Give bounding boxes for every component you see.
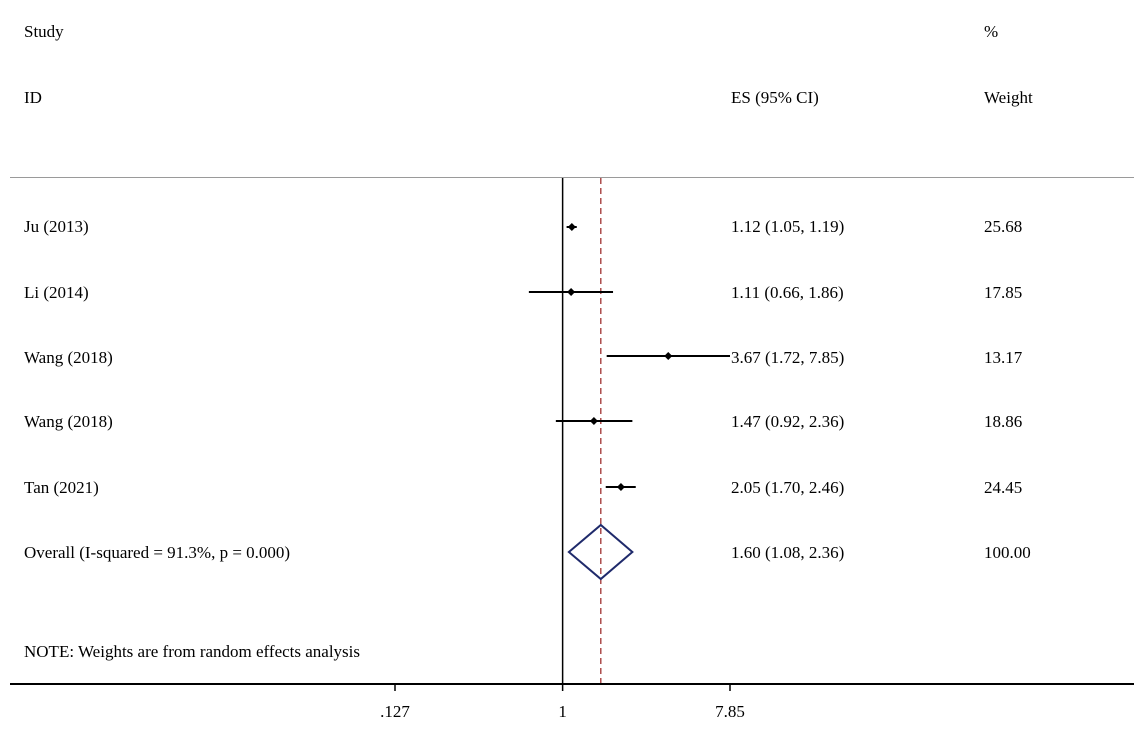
overall-weight: 100.00 <box>984 543 1031 562</box>
study-weight-4: 24.45 <box>984 478 1023 497</box>
header-weight: Weight <box>984 88 1033 107</box>
study-weight-3: 18.86 <box>984 412 1023 431</box>
header-percent: % <box>984 22 999 41</box>
study-label-1: Li (2014) <box>24 283 89 302</box>
header-es: ES (95% CI) <box>731 88 819 107</box>
study-label-2: Wang (2018) <box>24 348 113 367</box>
header-id: ID <box>24 88 42 107</box>
x-tick-label-2: 7.85 <box>715 702 745 721</box>
study-weight-1: 17.85 <box>984 283 1023 302</box>
study-es-1: 1.11 (0.66, 1.86) <box>731 283 844 302</box>
study-es-0: 1.12 (1.05, 1.19) <box>731 217 845 236</box>
header-rule <box>10 177 1134 178</box>
point-estimate-0 <box>567 223 576 231</box>
x-axis-rule <box>10 683 1134 685</box>
point-estimate-2 <box>664 352 673 360</box>
study-weight-2: 13.17 <box>984 348 1023 367</box>
note-text: NOTE: Weights are from random effects an… <box>24 642 361 661</box>
point-estimate-4 <box>616 483 625 491</box>
study-es-2: 3.67 (1.72, 7.85) <box>731 348 845 367</box>
point-estimate-1 <box>567 288 576 296</box>
study-es-4: 2.05 (1.70, 2.46) <box>731 478 845 497</box>
study-es-3: 1.47 (0.92, 2.36) <box>731 412 845 431</box>
x-tick-label-0: .127 <box>380 702 410 721</box>
header-study: Study <box>24 22 64 41</box>
study-label-4: Tan (2021) <box>24 478 99 497</box>
point-estimate-3 <box>589 417 598 425</box>
study-label-0: Ju (2013) <box>24 217 89 236</box>
x-tick-label-1: 1 <box>558 702 567 721</box>
overall-diamond <box>567 523 634 581</box>
overall-label: Overall (I-squared = 91.3%, p = 0.000) <box>24 543 291 562</box>
study-weight-0: 25.68 <box>984 217 1023 236</box>
overall-es: 1.60 (1.08, 2.36) <box>731 543 845 562</box>
study-label-3: Wang (2018) <box>24 412 113 431</box>
